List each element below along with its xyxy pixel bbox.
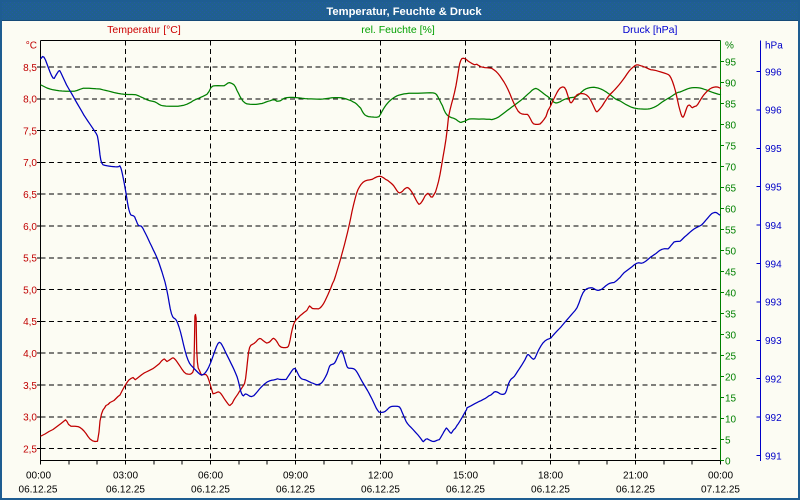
svg-text:06.12.25: 06.12.25 [446, 485, 485, 496]
svg-text:75: 75 [725, 141, 737, 152]
svg-text:40: 40 [725, 288, 737, 299]
svg-text:10: 10 [725, 414, 737, 425]
svg-text:991: 991 [765, 451, 782, 462]
svg-text:2,5: 2,5 [23, 444, 37, 455]
svg-text:06:00: 06:00 [198, 471, 223, 482]
svg-text:8,0: 8,0 [23, 95, 37, 106]
svg-text:90: 90 [725, 78, 737, 89]
svg-text:15: 15 [725, 393, 737, 404]
svg-text:4,5: 4,5 [23, 317, 37, 328]
svg-text:rel. Feuchte [%]: rel. Feuchte [%] [361, 24, 435, 36]
svg-text:993: 993 [765, 298, 782, 309]
svg-text:5: 5 [725, 435, 731, 446]
svg-text:992: 992 [765, 413, 782, 424]
svg-text:995: 995 [765, 183, 782, 194]
svg-text:0: 0 [725, 456, 731, 467]
svg-text:50: 50 [725, 246, 737, 257]
svg-text:12:00: 12:00 [368, 471, 393, 482]
svg-text:992: 992 [765, 375, 782, 386]
svg-text:06.12.25: 06.12.25 [616, 485, 655, 496]
svg-text:996: 996 [765, 67, 782, 78]
svg-text:30: 30 [725, 330, 737, 341]
svg-text:7,5: 7,5 [23, 126, 37, 137]
svg-text:03:00: 03:00 [113, 471, 138, 482]
svg-text:6,5: 6,5 [23, 190, 37, 201]
svg-text:996: 996 [765, 106, 782, 117]
svg-text:09:00: 09:00 [283, 471, 308, 482]
svg-text:Temperatur, Feuchte & Druck: Temperatur, Feuchte & Druck [326, 6, 482, 18]
svg-text:7,0: 7,0 [23, 158, 37, 169]
svg-text:35: 35 [725, 309, 737, 320]
svg-text:995: 995 [765, 144, 782, 155]
svg-text:Druck [hPa]: Druck [hPa] [623, 24, 678, 36]
svg-text:994: 994 [765, 259, 782, 270]
svg-text:06.12.25: 06.12.25 [106, 485, 145, 496]
svg-text:15:00: 15:00 [453, 471, 478, 482]
svg-text:4,0: 4,0 [23, 349, 37, 360]
svg-text:5,5: 5,5 [23, 254, 37, 265]
svg-text:5,0: 5,0 [23, 285, 37, 296]
svg-text:21:00: 21:00 [623, 471, 648, 482]
svg-text:60: 60 [725, 204, 737, 215]
svg-text:18:00: 18:00 [538, 471, 563, 482]
svg-text:55: 55 [725, 225, 737, 236]
svg-text:45: 45 [725, 267, 737, 278]
svg-text:06.12.25: 06.12.25 [191, 485, 230, 496]
svg-text:6,0: 6,0 [23, 222, 37, 233]
svg-text:06.12.25: 06.12.25 [19, 485, 58, 496]
svg-text:65: 65 [725, 183, 737, 194]
svg-text:20: 20 [725, 372, 737, 383]
svg-text:85: 85 [725, 99, 737, 110]
svg-text:80: 80 [725, 120, 737, 131]
svg-text:°C: °C [26, 41, 37, 52]
svg-text:06.12.25: 06.12.25 [361, 485, 400, 496]
svg-text:00:00: 00:00 [26, 471, 51, 482]
svg-text:3,5: 3,5 [23, 381, 37, 392]
svg-text:994: 994 [765, 221, 782, 232]
svg-text:06.12.25: 06.12.25 [276, 485, 315, 496]
svg-text:hPa: hPa [765, 41, 783, 52]
svg-text:06.12.25: 06.12.25 [531, 485, 570, 496]
svg-text:95: 95 [725, 57, 737, 68]
svg-text:3,0: 3,0 [23, 413, 37, 424]
svg-text:07.12.25: 07.12.25 [701, 485, 740, 496]
svg-text:%: % [725, 41, 734, 52]
svg-text:00:00: 00:00 [708, 471, 733, 482]
svg-text:8,5: 8,5 [23, 63, 37, 74]
svg-text:Temperatur [°C]: Temperatur [°C] [107, 24, 181, 36]
svg-text:25: 25 [725, 351, 737, 362]
svg-text:70: 70 [725, 162, 737, 173]
svg-text:993: 993 [765, 336, 782, 347]
